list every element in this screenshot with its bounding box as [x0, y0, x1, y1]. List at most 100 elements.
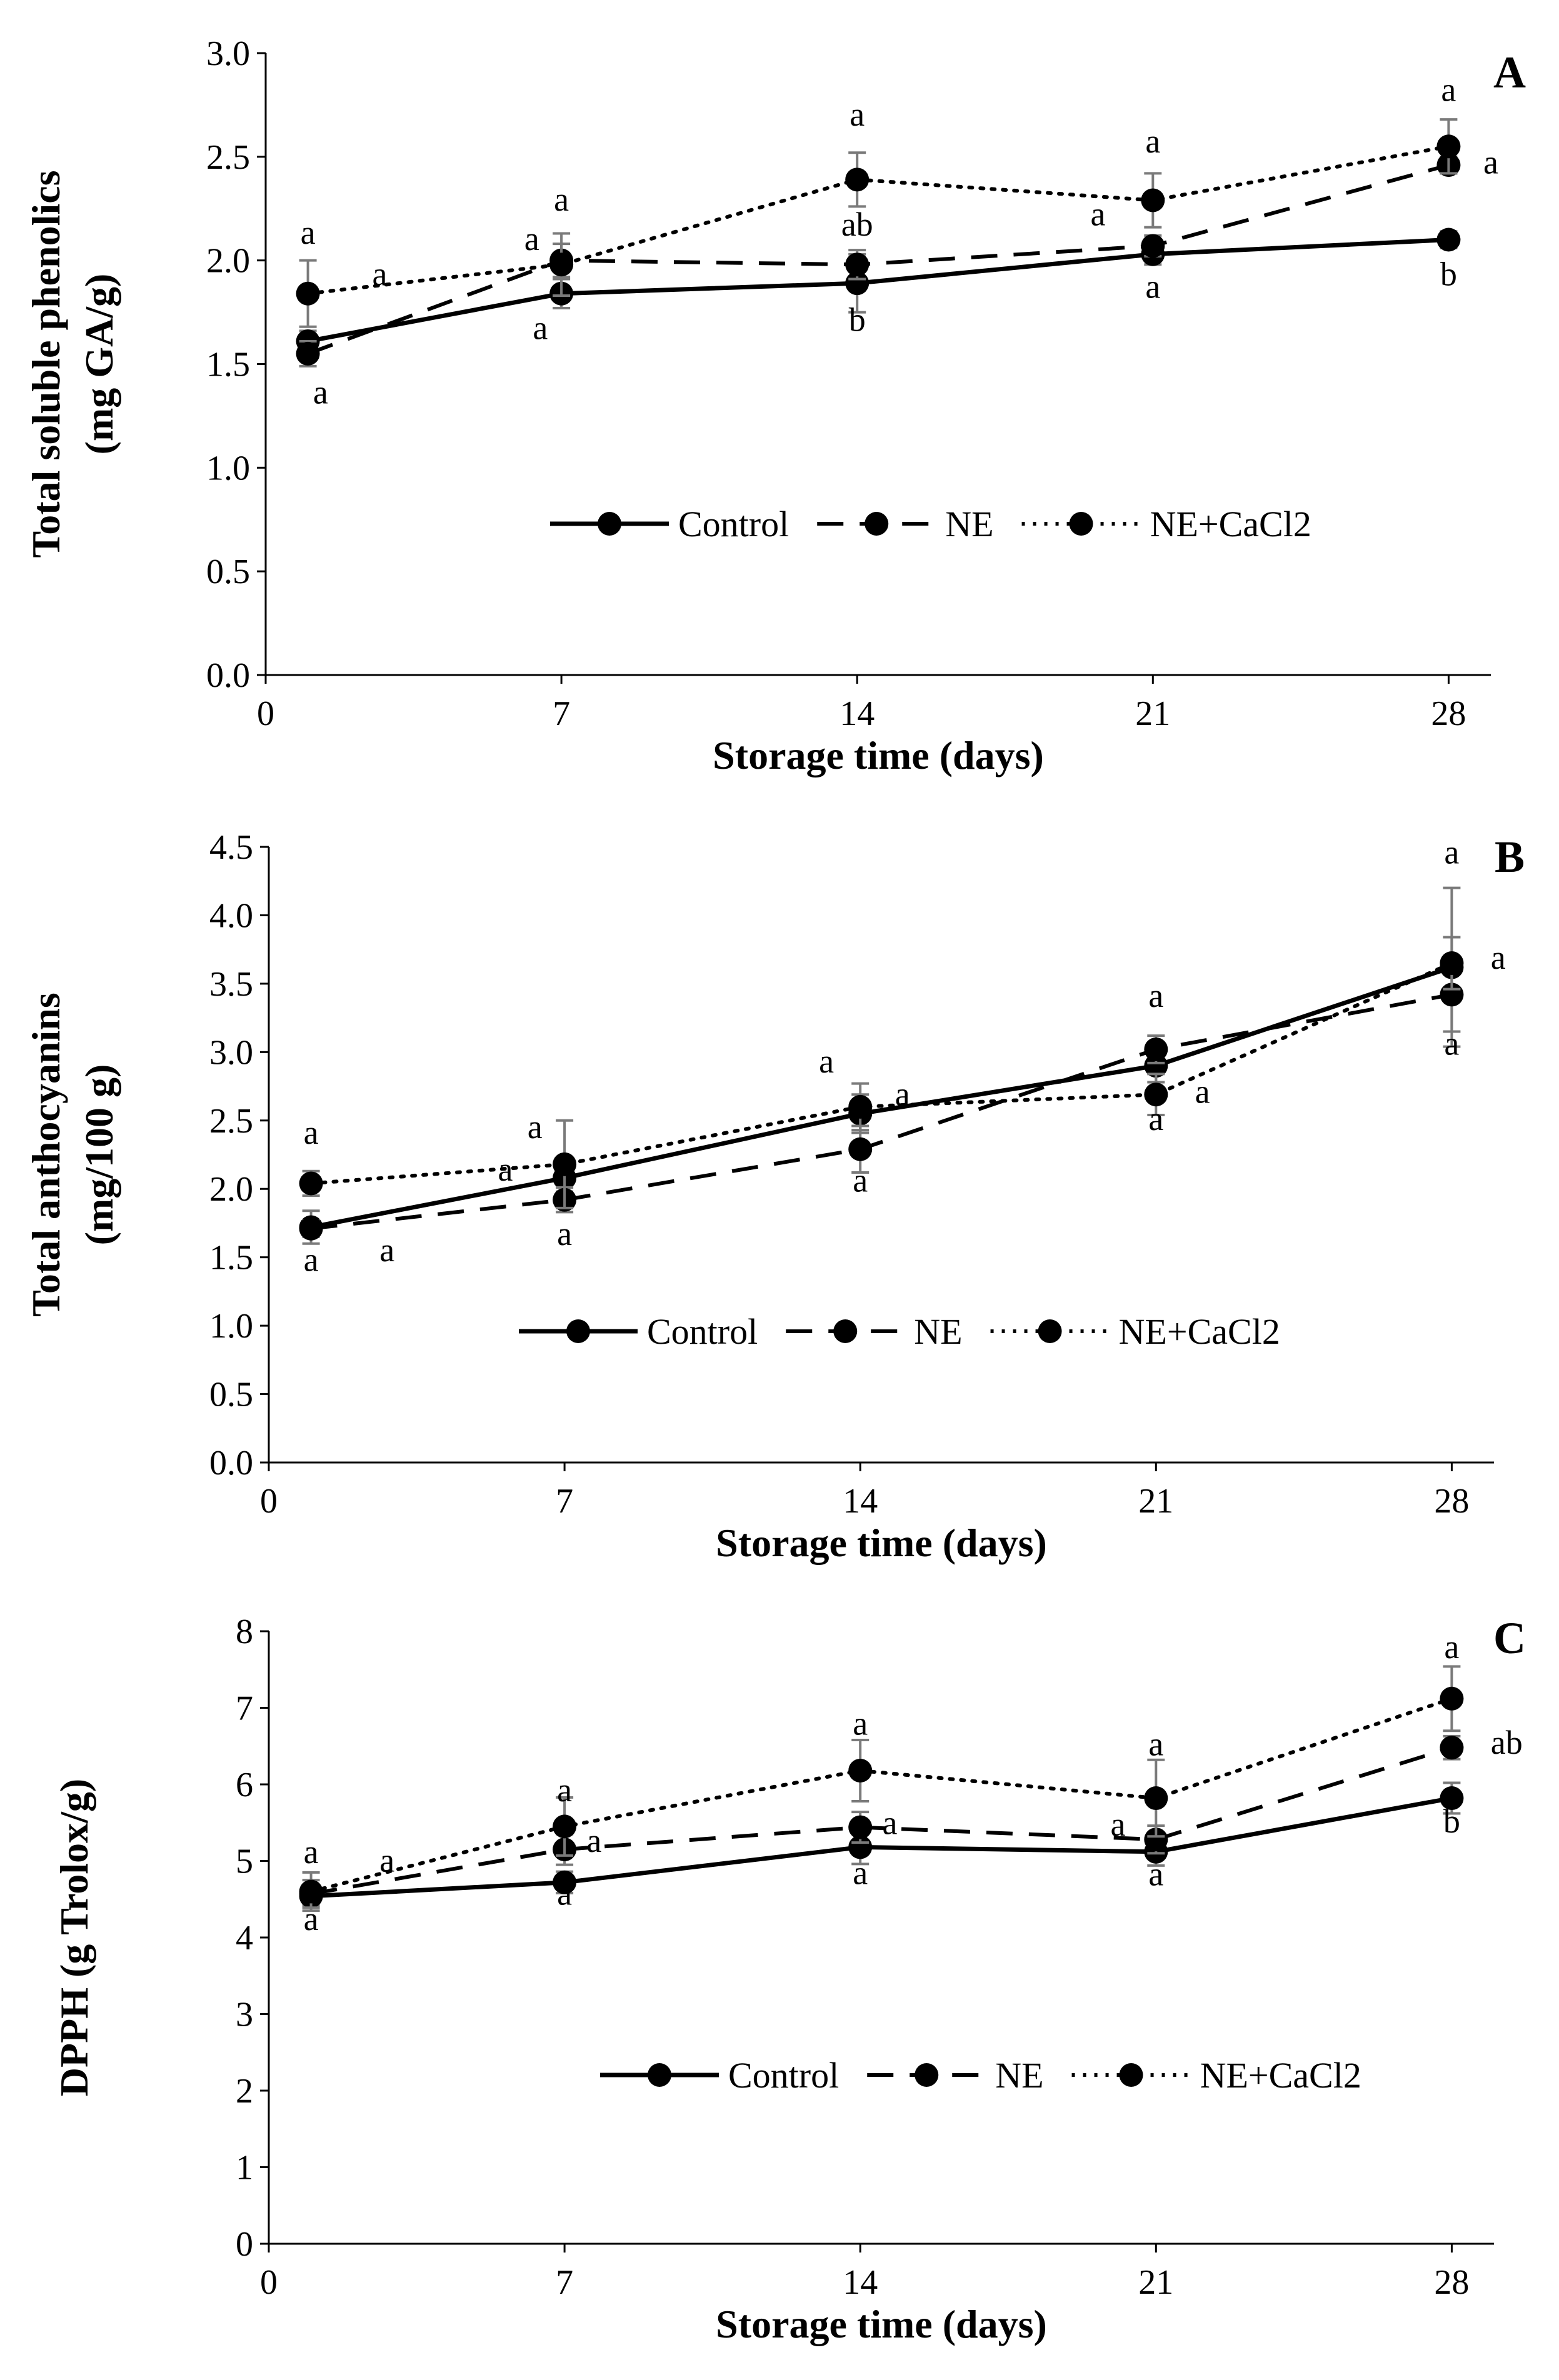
- series-line-ne-cacl2: [306, 144, 1451, 296]
- legend-label: Control: [678, 504, 789, 544]
- x-tick-label: 21: [1135, 694, 1170, 733]
- x-tick-label: 14: [843, 1482, 878, 1521]
- data-point-control: [1144, 1054, 1168, 1078]
- series-line-ne-cacl2: [309, 961, 1454, 1186]
- data-point-ne-cacl2: [299, 1171, 323, 1196]
- y-tick-label: 0.5: [209, 1376, 253, 1414]
- series-line-ne: [311, 1746, 1453, 1896]
- significance-letter: a: [1148, 977, 1163, 1014]
- significance-letter: a: [557, 1874, 572, 1912]
- significance-letter: a: [1145, 268, 1160, 305]
- significance-letter: a: [313, 374, 328, 411]
- significance-letter: a: [1483, 143, 1498, 181]
- significance-letter: a: [524, 220, 539, 258]
- data-point-ne: [845, 252, 870, 277]
- significance-letter: a: [304, 1241, 319, 1279]
- significance-letter: a: [1444, 1628, 1459, 1666]
- significance-letter: b: [1443, 1802, 1460, 1840]
- data-point-ne: [848, 1137, 873, 1161]
- x-tick-label: 28: [1431, 694, 1466, 733]
- y-tick-label: 0.0: [209, 1444, 253, 1482]
- x-tick-label: 14: [840, 694, 875, 733]
- y-tick-label: 3.5: [209, 965, 253, 1004]
- significance-letter: a: [1195, 1072, 1210, 1110]
- significance-letter: a: [1110, 1806, 1125, 1843]
- y-tick-label: 0.5: [206, 552, 250, 591]
- data-point-control: [1436, 228, 1461, 252]
- significance-letter: a: [819, 1042, 834, 1080]
- significance-letter: a: [304, 1114, 319, 1151]
- y-tick-label: 2.5: [206, 138, 250, 177]
- panel-label: A: [1493, 48, 1526, 98]
- data-point-ne-cacl2: [553, 1814, 577, 1839]
- x-tick-label: 21: [1138, 2263, 1173, 2302]
- data-point-ne: [299, 1216, 323, 1241]
- data-point-ne: [296, 341, 320, 366]
- series-line-control: [311, 1796, 1453, 1899]
- y-tick-label: 0: [236, 2225, 253, 2264]
- y-axis-title: DPPH (g Trolox/g): [52, 1779, 96, 2096]
- y-axis-title-line1: Total soluble phenolics: [24, 170, 68, 558]
- y-tick-label: 2: [236, 2072, 253, 2111]
- y-tick-label: 2.0: [209, 1170, 253, 1209]
- y-tick-label: 1: [236, 2149, 253, 2188]
- y-tick-label: 4: [236, 1919, 253, 1958]
- legend-label: NE: [945, 504, 993, 544]
- data-point-ne-cacl2: [299, 1879, 323, 1904]
- significance-letter: a: [528, 1108, 543, 1146]
- legend-label: NE+CaCl2: [1150, 504, 1311, 544]
- x-axis-title: Storage time (days): [713, 733, 1044, 778]
- significance-letter: a: [533, 309, 548, 347]
- y-tick-label: 2.0: [206, 242, 250, 281]
- y-tick-label: 1.0: [209, 1307, 253, 1346]
- significance-letter: a: [895, 1076, 910, 1113]
- significance-letter: a: [304, 1900, 319, 1938]
- y-tick-label: 4.5: [209, 828, 253, 867]
- data-point-ne-cacl2: [1440, 1686, 1464, 1711]
- x-tick-label: 28: [1434, 2263, 1469, 2302]
- legend-label: Control: [728, 2055, 839, 2096]
- significance-letter: a: [304, 1833, 319, 1871]
- legend-marker: [833, 1319, 858, 1343]
- x-tick-label: 7: [556, 2263, 573, 2302]
- data-point-control: [553, 1870, 577, 1894]
- data-point-ne-cacl2: [549, 252, 574, 277]
- y-tick-label: 2.5: [209, 1102, 253, 1141]
- panel-label: B: [1495, 832, 1525, 882]
- legend-label: Control: [647, 1311, 758, 1352]
- significance-letter: a: [1491, 939, 1506, 976]
- significance-letter: a: [1148, 1725, 1163, 1762]
- series-line-ne: [307, 163, 1450, 356]
- significance-letter: a: [379, 1231, 394, 1269]
- data-point-ne: [848, 1815, 873, 1839]
- y-tick-label: 8: [236, 1612, 253, 1651]
- legend-label: NE+CaCl2: [1200, 2055, 1361, 2096]
- significance-letter: a: [557, 1771, 572, 1809]
- significance-letter: a: [554, 181, 569, 218]
- y-tick-label: 3.0: [209, 1033, 253, 1072]
- significance-letter: a: [301, 214, 316, 251]
- data-point-ne-cacl2: [296, 281, 320, 306]
- significance-letter: b: [1440, 255, 1457, 292]
- significance-letter: a: [1145, 122, 1160, 160]
- data-point-ne: [1144, 1828, 1168, 1852]
- x-tick-label: 28: [1434, 1482, 1469, 1521]
- x-tick-label: 21: [1138, 1482, 1173, 1521]
- data-point-ne-cacl2: [1440, 951, 1464, 976]
- data-point-ne-cacl2: [1144, 1082, 1168, 1107]
- significance-letter: a: [1441, 71, 1456, 108]
- x-tick-label: 7: [553, 694, 570, 733]
- data-point-ne: [1144, 1037, 1168, 1061]
- significance-letter: a: [557, 1215, 572, 1252]
- data-point-ne-cacl2: [1144, 1786, 1168, 1811]
- data-point-control: [1440, 1786, 1464, 1811]
- significance-letter: a: [1148, 1100, 1163, 1138]
- significance-letter: a: [379, 1842, 394, 1879]
- data-point-ne-cacl2: [1436, 134, 1461, 159]
- x-tick-label: 0: [260, 1482, 278, 1521]
- y-tick-label: 3.0: [206, 34, 250, 73]
- significance-letter: b: [849, 301, 866, 338]
- significance-letter: a: [1444, 833, 1459, 871]
- significance-letter: a: [1148, 1856, 1163, 1893]
